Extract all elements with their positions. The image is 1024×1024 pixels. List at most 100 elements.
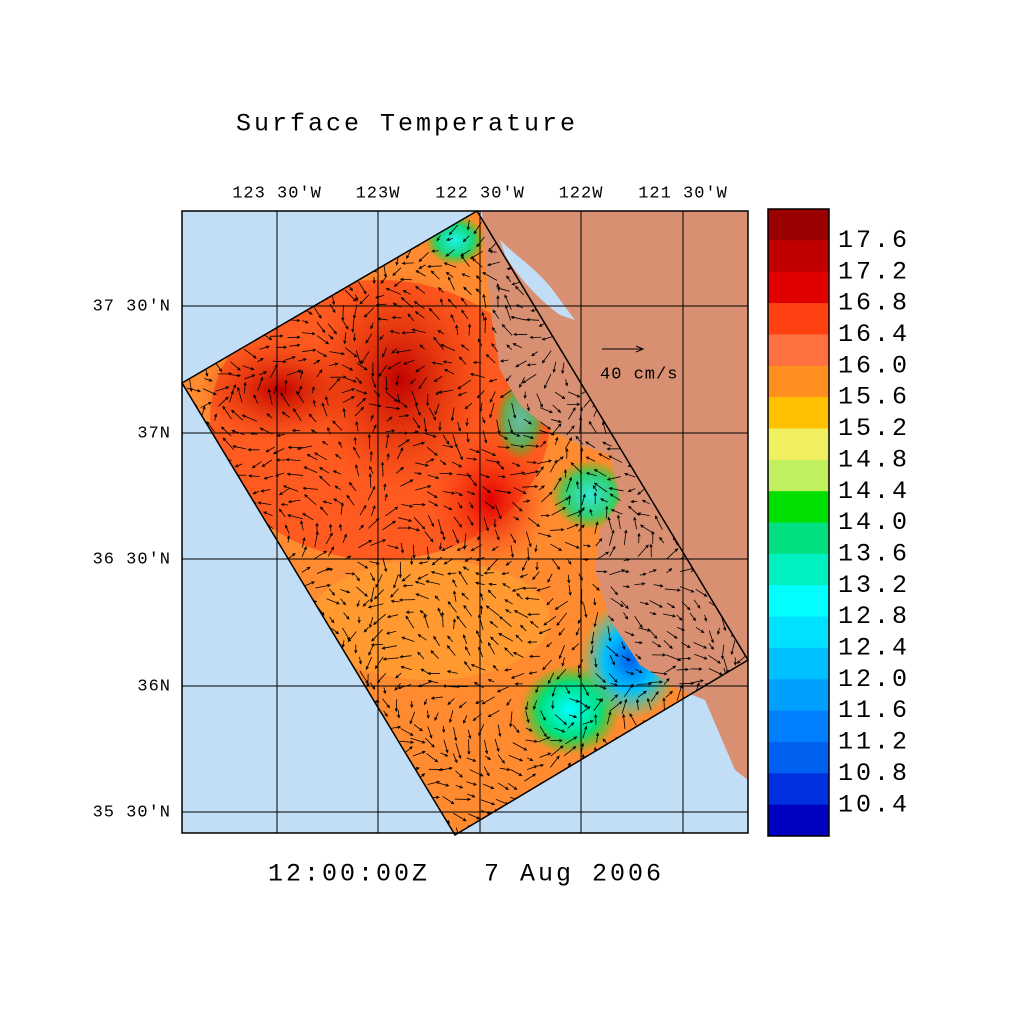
current-vector — [434, 712, 439, 722]
current-vector — [488, 250, 497, 254]
current-vector — [567, 722, 575, 729]
latitude-label: 36N — [137, 677, 171, 696]
current-vector — [425, 580, 441, 585]
current-vector — [537, 763, 545, 768]
current-vector — [489, 391, 496, 404]
current-vector — [342, 407, 346, 418]
current-vector — [426, 446, 438, 456]
current-vector — [510, 315, 527, 321]
current-vector — [511, 462, 521, 467]
current-vector — [354, 644, 358, 654]
current-vector — [590, 631, 595, 645]
current-vector — [434, 595, 440, 601]
current-vector — [319, 506, 329, 516]
current-vector — [427, 264, 442, 269]
current-vector — [341, 640, 345, 649]
current-vector — [651, 653, 667, 657]
current-vector — [676, 667, 690, 672]
current-vector — [553, 477, 562, 491]
current-vector — [448, 224, 458, 236]
current-vector — [278, 487, 290, 496]
current-vector — [244, 374, 256, 380]
current-vector — [716, 627, 721, 635]
current-vector — [467, 729, 472, 740]
current-vector — [293, 408, 302, 422]
current-vector — [594, 657, 598, 668]
current-vector — [417, 573, 429, 580]
current-vector — [479, 604, 484, 615]
current-vector — [367, 603, 384, 609]
current-vector — [346, 494, 355, 506]
current-vector — [607, 626, 612, 642]
current-vector — [523, 418, 532, 425]
current-vector — [353, 436, 357, 445]
current-vector — [424, 432, 437, 438]
current-vector — [300, 520, 304, 531]
current-vector — [306, 454, 318, 461]
current-vector — [595, 537, 603, 547]
current-vector — [399, 740, 415, 744]
current-vector — [412, 503, 426, 507]
current-vector — [558, 628, 565, 636]
current-vector — [450, 407, 455, 422]
current-vector — [359, 504, 367, 516]
current-vector — [649, 543, 653, 558]
current-vector — [693, 599, 701, 609]
colorbar-label: 12.4 — [838, 634, 910, 663]
current-vector — [749, 688, 754, 700]
current-vector — [637, 690, 647, 698]
current-vector — [439, 298, 444, 306]
current-vector — [539, 421, 552, 430]
colorbar-band — [768, 522, 829, 555]
colorbar-band — [768, 303, 829, 335]
current-vector — [623, 529, 628, 546]
current-vector — [510, 769, 523, 776]
current-vector — [365, 333, 373, 344]
current-vector — [341, 364, 354, 371]
current-vector — [315, 522, 319, 534]
current-vector — [217, 372, 233, 376]
current-vector — [497, 445, 510, 450]
current-vector — [365, 656, 373, 671]
current-vector — [437, 607, 442, 617]
current-vector — [453, 727, 458, 742]
current-vector — [497, 724, 502, 738]
current-vector — [568, 584, 572, 597]
current-vector — [387, 361, 401, 370]
current-vector — [398, 561, 402, 579]
current-vector — [585, 441, 596, 449]
current-vector — [610, 694, 619, 702]
current-vector — [454, 797, 472, 802]
current-vector — [391, 315, 402, 320]
current-vector — [525, 531, 532, 548]
current-vector — [341, 388, 356, 394]
current-vector — [236, 386, 243, 403]
current-vector — [634, 582, 646, 586]
current-vector — [641, 499, 650, 505]
current-vector — [396, 447, 404, 460]
current-vector — [398, 598, 416, 602]
current-vector — [386, 416, 393, 422]
current-vector — [413, 441, 426, 447]
current-vector — [325, 395, 329, 406]
current-vector — [286, 472, 304, 476]
current-vector — [418, 377, 427, 390]
current-vector — [259, 345, 270, 350]
current-vector — [417, 651, 425, 660]
current-vector — [220, 426, 232, 437]
current-vector — [567, 391, 581, 398]
current-vector — [484, 501, 496, 510]
current-vector — [608, 455, 623, 463]
colorbar-band — [768, 271, 829, 304]
current-vector — [398, 517, 413, 523]
current-vector — [373, 589, 385, 600]
current-vector — [215, 362, 223, 373]
current-vector — [667, 602, 676, 609]
current-vector — [412, 544, 416, 559]
current-vector — [496, 419, 501, 435]
current-vector — [311, 386, 315, 394]
current-vector — [529, 335, 542, 340]
current-vector — [328, 362, 339, 367]
current-vector — [693, 642, 708, 649]
current-vector — [455, 770, 463, 778]
